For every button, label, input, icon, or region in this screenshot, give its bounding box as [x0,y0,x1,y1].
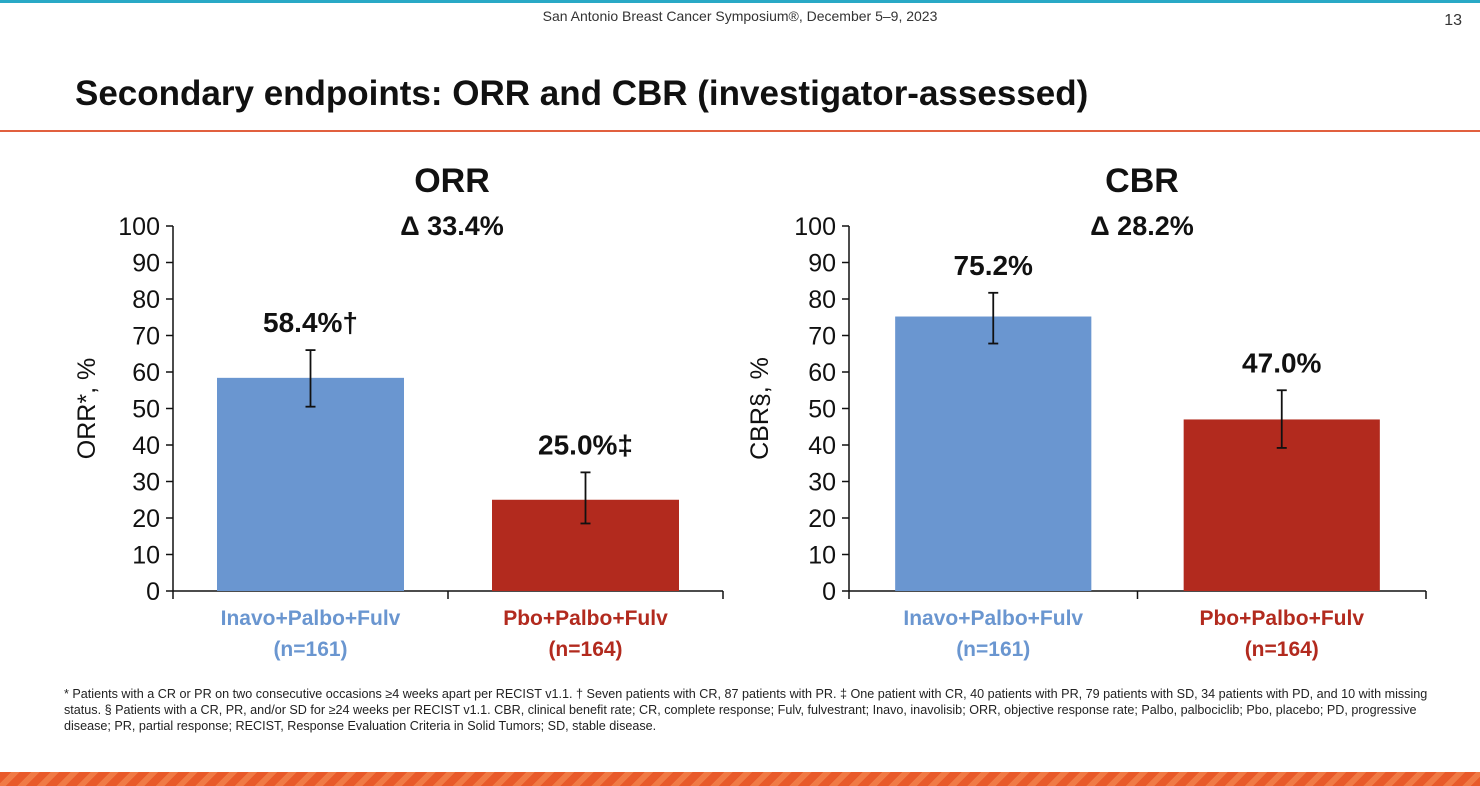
y-axis-label: CBR§, % [746,357,774,460]
category-n-label: (n=161) [273,638,347,661]
top-accent-line [0,0,1480,3]
footnote: * Patients with a CR or PR on two consec… [64,687,1428,733]
y-tick-label: 0 [146,578,160,606]
y-tick-label: 70 [132,323,160,351]
y-tick-label: 100 [794,213,836,241]
title-divider [0,130,1480,132]
y-tick-label: 40 [132,432,160,460]
category-label: Pbo+Palbo+Fulv [503,607,668,630]
y-tick-label: 60 [808,359,836,387]
category-n-label: (n=161) [956,638,1030,661]
orr-chart: ORR Δ 33.4% ORR*, % 0 10 20 30 40 50 60 70 80 90 100 5… [73,162,724,661]
y-axis-label: ORR*, % [73,358,101,459]
y-tick-label: 0 [822,578,836,606]
y-tick-label: 50 [132,396,160,424]
page-number: 13 [1444,12,1462,29]
chart-title: ORR [414,162,490,200]
y-tick-label: 90 [132,250,160,278]
data-label: 58.4%† [263,307,358,338]
y-tick-label: 20 [132,505,160,533]
y-tick-label: 10 [132,542,160,570]
y-tick-label: 30 [808,469,836,497]
bar [217,377,404,591]
y-tick-label: 80 [132,286,160,314]
chart-subtitle-delta: Δ 28.2% [1090,211,1193,241]
category-label: Inavo+Palbo+Fulv [903,607,1083,630]
cbr-chart: CBR Δ 28.2% CBR§, % 0 10 20 30 40 50 60 70 80 90 100 7… [746,162,1427,661]
category-label: Pbo+Palbo+Fulv [1199,607,1364,630]
chart-title: CBR [1105,162,1179,200]
category-n-label: (n=164) [1245,638,1319,661]
y-tick-label: 40 [808,432,836,460]
y-tick-label: 100 [118,213,160,241]
y-tick-label: 10 [808,542,836,570]
chart-subtitle-delta: Δ 33.4% [400,211,503,241]
data-label: 47.0% [1242,347,1321,378]
y-tick-label: 60 [132,359,160,387]
conference-header: San Antonio Breast Cancer Symposium®, De… [542,8,938,24]
data-label: 75.2% [954,250,1033,281]
y-tick-label: 20 [808,505,836,533]
category-n-label: (n=164) [548,638,622,661]
y-tick-label: 70 [808,323,836,351]
bottom-decorative-band [0,772,1480,786]
y-tick-label: 50 [808,396,836,424]
y-tick-label: 90 [808,250,836,278]
category-label: Inavo+Palbo+Fulv [221,607,401,630]
bar [895,316,1092,591]
y-tick-label: 30 [132,469,160,497]
slide-title: Secondary endpoints: ORR and CBR (invest… [75,74,1089,113]
data-label: 25.0%‡ [538,429,633,460]
y-tick-label: 80 [808,286,836,314]
